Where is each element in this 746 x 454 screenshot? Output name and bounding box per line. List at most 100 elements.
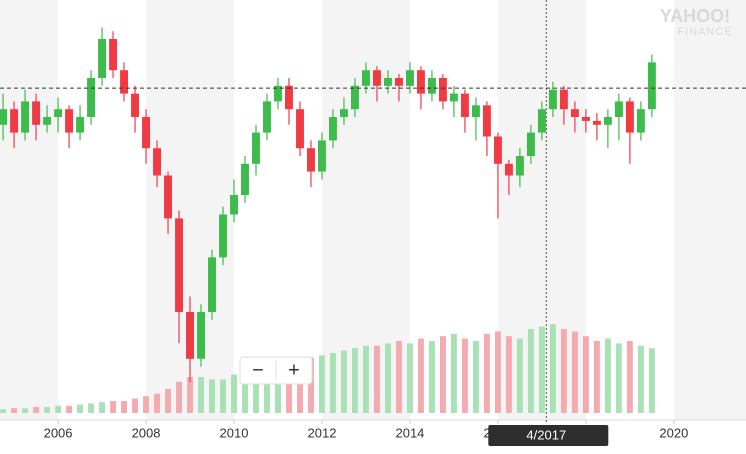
candle-body [54,109,63,117]
band [673,0,746,420]
volume-bar [593,341,600,413]
candle-body [427,78,436,94]
candle-body [405,70,414,86]
volume-bar [352,348,358,413]
volume-bar [319,355,325,413]
band [0,0,59,420]
volume-bar [395,341,402,413]
volume-bar [648,348,655,413]
candle-body [548,89,557,110]
volume-bar [143,396,149,413]
volume-bar [330,353,336,413]
candle-body [537,109,546,133]
x-tick-label: 2012 [308,425,337,440]
zoom-in[interactable]: + [288,359,300,381]
zoom-out[interactable]: − [252,359,264,381]
volume-bar [0,409,7,413]
volume-bar [110,401,117,413]
candle-body [274,85,282,102]
candle-body [120,70,128,94]
candle-body [383,78,392,86]
candle-body [614,101,623,117]
volume-bar [66,405,73,413]
volume-bar [417,338,424,413]
volume-bar [549,324,556,413]
zoom-control: − + [239,356,313,385]
candle-body [603,117,612,125]
x-tick-label: 2006 [44,425,73,440]
candle-body [153,148,161,176]
candle-body [636,109,645,133]
candle-body [10,109,19,133]
candle-body [208,257,216,312]
candle-body [131,93,139,117]
volume-bar [253,369,259,413]
volume-bar [527,329,534,413]
candle-body [142,117,150,149]
candle-body [460,93,469,117]
volume-bar [494,331,501,413]
candle-body [109,39,118,71]
volume-bar [571,331,578,413]
volume-bar [439,336,446,413]
volume-bar [341,350,347,413]
volume-bar [637,345,644,413]
volume-bar [264,365,270,413]
volume-bar [363,345,369,413]
candle-body [307,148,315,172]
candle-body [32,101,41,125]
volume-bar [505,336,512,413]
volume-bar [406,343,413,413]
volume-bar [165,389,171,413]
volume-bar [483,333,490,413]
candle-body [296,109,304,149]
candle-body [351,85,359,110]
candle-body [504,163,513,176]
crosshair-label-box [488,425,609,446]
candle-body [438,78,447,102]
volume-bar [286,360,292,413]
volume-bar [472,341,479,413]
candle-body [98,39,107,78]
volume-bar [582,336,589,413]
volume-bar [132,398,138,413]
candle-body [219,214,227,258]
crosshair-label: 4/2017 [526,427,566,442]
candle-body [581,117,590,121]
candle-body [515,156,524,176]
candle-body [416,70,425,94]
candle-body [241,163,249,195]
volume-bar [538,326,545,413]
candle-body [252,132,260,164]
volume-bar [99,402,106,413]
volume-bar [187,377,193,413]
candle-body [175,218,183,312]
watermark-brand: YAHOO! [660,6,730,26]
candle-body [647,62,656,110]
volume-bar [77,404,84,413]
volume-bar [209,379,215,413]
volume-bar [384,343,391,413]
candle-body [329,117,337,141]
volume-bar [374,345,380,413]
x-tick-label: 2008 [132,425,161,440]
candle-body [197,312,205,359]
candle-body [526,132,535,156]
candle-body [21,101,30,133]
candle-body [340,109,348,117]
candle-body [318,140,326,172]
volume-bar [615,343,622,413]
volume-bar [231,374,237,413]
candle-body [0,109,8,125]
candle-body [76,117,85,133]
candle-body [164,175,172,219]
candle-body [65,109,74,133]
volume-bar [626,341,633,413]
candle-body [285,85,293,110]
candle-body [230,195,238,215]
volume-bar [450,333,457,413]
candle-body [263,101,271,133]
volume-bar [88,403,95,413]
volume-bar [516,338,523,413]
